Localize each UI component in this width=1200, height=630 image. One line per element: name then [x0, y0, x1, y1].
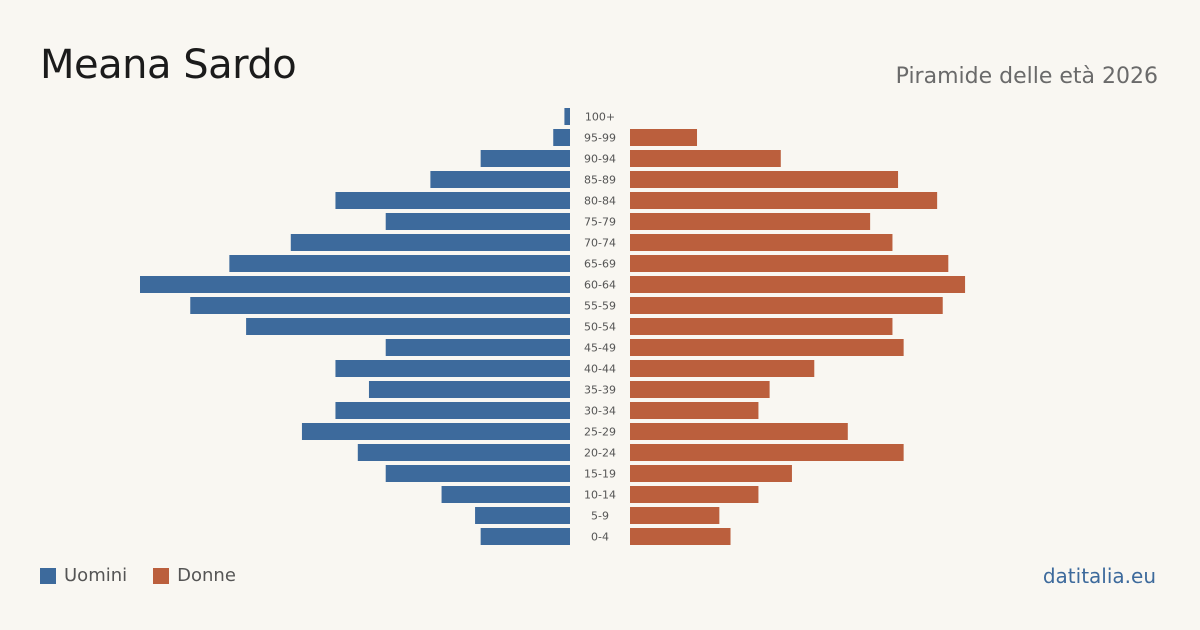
- bar-women-0-4: [630, 528, 731, 545]
- age-label-10-14: 10-14: [584, 489, 616, 502]
- age-label-50-54: 50-54: [584, 321, 616, 334]
- brand-link[interactable]: datitalia.eu: [1042, 564, 1156, 588]
- bar-women-35-39: [630, 381, 770, 398]
- bar-women-95-99: [630, 129, 698, 146]
- age-label-65-69: 65-69: [584, 258, 616, 271]
- bar-men-50-54: [246, 318, 571, 335]
- bar-women-50-54: [630, 318, 893, 335]
- age-labels: 100+ 95-99 90-94 85-89 80-84 75-79 70-74 65-69 6…: [584, 111, 616, 544]
- bar-men-55-59: [190, 297, 570, 314]
- bar-women-45-49: [630, 339, 904, 356]
- age-label-40-44: 40-44: [584, 363, 616, 376]
- age-label-5-9: 5-9: [591, 510, 609, 523]
- bar-men-80-84: [335, 192, 570, 209]
- age-label-30-34: 30-34: [584, 405, 616, 418]
- bars-men: [140, 108, 571, 545]
- age-label-15-19: 15-19: [584, 468, 616, 481]
- bar-women-20-24: [630, 444, 904, 461]
- age-label-75-79: 75-79: [584, 216, 616, 229]
- bar-men-10-14: [441, 486, 570, 503]
- legend-item-men: Uomini: [40, 565, 127, 586]
- bar-men-15-19: [385, 465, 570, 482]
- age-label-20-24: 20-24: [584, 447, 616, 460]
- bar-men-100plus: [564, 108, 570, 125]
- bar-men-65-69: [229, 255, 570, 272]
- legend: Uomini Donne: [40, 565, 262, 586]
- bar-men-35-39: [368, 381, 570, 398]
- bar-men-0-4: [480, 528, 570, 545]
- bar-women-65-69: [630, 255, 949, 272]
- age-label-0-4: 0-4: [591, 531, 609, 544]
- age-label-80-84: 80-84: [584, 195, 616, 208]
- bar-women-10-14: [630, 486, 759, 503]
- age-label-70-74: 70-74: [584, 237, 616, 250]
- age-label-25-29: 25-29: [584, 426, 616, 439]
- bar-men-60-64: [140, 276, 570, 293]
- bar-women-75-79: [630, 213, 871, 230]
- bar-women-30-34: [630, 402, 759, 419]
- bar-women-90-94: [630, 150, 781, 167]
- bar-men-25-29: [301, 423, 570, 440]
- bar-men-85-89: [430, 171, 570, 188]
- age-label-95-99: 95-99: [584, 132, 616, 145]
- bar-men-45-49: [385, 339, 570, 356]
- legend-label-men: Uomini: [64, 565, 128, 586]
- bar-men-30-34: [335, 402, 570, 419]
- bar-men-75-79: [385, 213, 570, 230]
- bar-women-40-44: [630, 360, 815, 377]
- age-label-100plus: 100+: [585, 111, 615, 124]
- bar-women-5-9: [630, 507, 720, 524]
- bars-women: [630, 129, 966, 545]
- page-title: Meana Sardo: [40, 42, 297, 88]
- age-label-45-49: 45-49: [584, 342, 616, 355]
- bar-women-70-74: [630, 234, 893, 251]
- bar-men-95-99: [553, 129, 570, 146]
- bar-women-55-59: [630, 297, 943, 314]
- legend-label-women: Donne: [177, 565, 236, 586]
- age-label-90-94: 90-94: [584, 153, 616, 166]
- bar-men-90-94: [480, 150, 570, 167]
- age-label-55-59: 55-59: [584, 300, 616, 313]
- bar-men-70-74: [290, 234, 570, 251]
- legend-item-women: Donne: [153, 565, 236, 586]
- bar-men-5-9: [475, 507, 570, 524]
- legend-swatch-men: [40, 567, 56, 584]
- age-label-35-39: 35-39: [584, 384, 616, 397]
- bar-women-25-29: [630, 423, 848, 440]
- bar-women-85-89: [630, 171, 899, 188]
- age-label-85-89: 85-89: [584, 174, 616, 187]
- age-label-60-64: 60-64: [584, 279, 616, 292]
- bar-women-60-64: [630, 276, 966, 293]
- bar-women-15-19: [630, 465, 792, 482]
- legend-swatch-women: [153, 567, 170, 584]
- bar-men-20-24: [357, 444, 570, 461]
- bar-men-40-44: [335, 360, 570, 377]
- chart-subtitle: Piramide delle età 2026: [895, 64, 1158, 89]
- bar-women-80-84: [630, 192, 938, 209]
